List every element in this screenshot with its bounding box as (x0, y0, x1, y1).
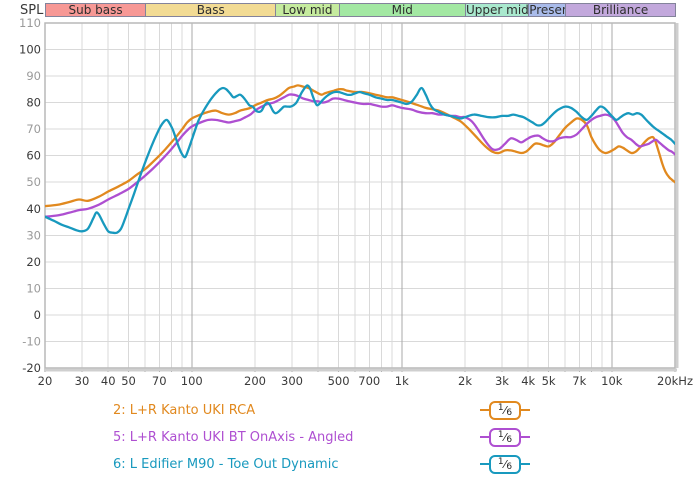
band-mid: Mid (338, 3, 466, 17)
frequency-band-bar: Sub bass Bass Low mid Mid Upper midPresence B… (0, 3, 700, 18)
band-label: Upper mid (466, 3, 529, 17)
spl-axis-title: SPL (20, 3, 44, 18)
y-tick-label: 70 (26, 122, 41, 136)
badge-wire (521, 436, 530, 438)
x-tick-label: 70 (152, 374, 167, 388)
y-tick-label: 40 (26, 202, 41, 216)
x-tick-label: 500 (328, 374, 350, 388)
x-tick-label: 2k (458, 374, 472, 388)
smoothing-badge[interactable]: 1 ⁄ 6 (480, 427, 530, 447)
badge-wire (521, 463, 530, 465)
badge-wire (480, 463, 489, 465)
band-label: Low mid (282, 3, 333, 17)
x-tick-label: 20kHz (657, 374, 693, 388)
trace-5[interactable] (45, 93, 675, 218)
smoothing-denominator: 6 (506, 407, 513, 418)
y-tick-label: 30 (26, 228, 41, 242)
trace-6[interactable] (45, 84, 675, 235)
smoothing-badge[interactable]: 1 ⁄ 6 (480, 400, 530, 420)
x-tick-label: 10k (601, 374, 623, 388)
x-tick-label: 20 (38, 374, 53, 388)
x-tick-label: 700 (358, 374, 380, 388)
y-tick-label: 60 (26, 149, 41, 163)
y-tick-label: 20 (26, 255, 41, 269)
smoothing-badge[interactable]: 1 ⁄ 6 (480, 454, 530, 474)
badge-wire (480, 436, 489, 438)
x-tick-label: 5k (542, 374, 556, 388)
smoothing-value: 1 ⁄ 6 (489, 454, 521, 474)
x-tick-label: 30 (75, 374, 90, 388)
x-tick-label: 1k (395, 374, 409, 388)
smoothing-denominator: 6 (506, 434, 513, 445)
y-tick-label: 100 (19, 43, 41, 57)
smoothing-numerator: 1 (497, 402, 504, 413)
x-tick-label: 4k (521, 374, 535, 388)
band-brilliance: Brilliance (565, 3, 676, 17)
fraction-slash: ⁄ (504, 403, 506, 417)
legend-item: 5: L+R Kanto UKI BT OnAxis - Angled 1 ⁄ 6 (113, 426, 673, 448)
fraction-slash: ⁄ (504, 457, 506, 471)
y-tick-label: 10 (26, 281, 41, 295)
fraction-slash: ⁄ (504, 430, 506, 444)
legend-label[interactable]: 2: L+R Kanto UKI RCA (113, 402, 256, 418)
band-upper-mid: Upper mid (465, 3, 530, 17)
smoothing-value: 1 ⁄ 6 (489, 427, 521, 447)
legend-item: 6: L Edifier M90 - Toe Out Dynamic 1 ⁄ 6 (113, 453, 673, 475)
band-label: Brilliance (592, 3, 649, 17)
x-tick-label: 50 (121, 374, 136, 388)
band-label: Bass (196, 3, 225, 17)
band-label: Presence (529, 3, 565, 17)
band-sub-bass: Sub bass (45, 3, 147, 17)
x-tick-label: 7k (572, 374, 586, 388)
legend-item: 2: L+R Kanto UKI RCA 1 ⁄ 6 (113, 399, 673, 421)
y-tick-label: 90 (26, 69, 41, 83)
legend-label[interactable]: 6: L Edifier M90 - Toe Out Dynamic (113, 456, 339, 472)
smoothing-denominator: 6 (506, 461, 513, 472)
badge-wire (480, 409, 489, 411)
band-label: Mid (391, 3, 413, 17)
y-tick-label: -20 (22, 361, 41, 375)
band-low-mid: Low mid (275, 3, 340, 17)
y-tick-label: 80 (26, 96, 41, 110)
smoothing-numerator: 1 (497, 456, 504, 467)
x-tick-label: 300 (281, 374, 303, 388)
smoothing-numerator: 1 (497, 429, 504, 440)
y-tick-label: -10 (22, 334, 41, 348)
trace-2[interactable] (45, 84, 675, 208)
legend-label[interactable]: 5: L+R Kanto UKI BT OnAxis - Angled (113, 429, 354, 445)
smoothing-value: 1 ⁄ 6 (489, 400, 521, 420)
x-tick-label: 200 (244, 374, 266, 388)
y-tick-label: 110 (19, 16, 41, 30)
x-tick-label: 100 (181, 374, 203, 388)
band-bass: Bass (145, 3, 277, 17)
badge-wire (521, 409, 530, 411)
x-tick-label: 3k (495, 374, 509, 388)
y-tick-label: 0 (34, 308, 41, 322)
band-label: Sub bass (68, 3, 123, 17)
band-presence: Presence (528, 3, 567, 17)
y-tick-label: 50 (26, 175, 41, 189)
x-tick-label: 40 (101, 374, 116, 388)
plot-frame (44, 22, 676, 369)
